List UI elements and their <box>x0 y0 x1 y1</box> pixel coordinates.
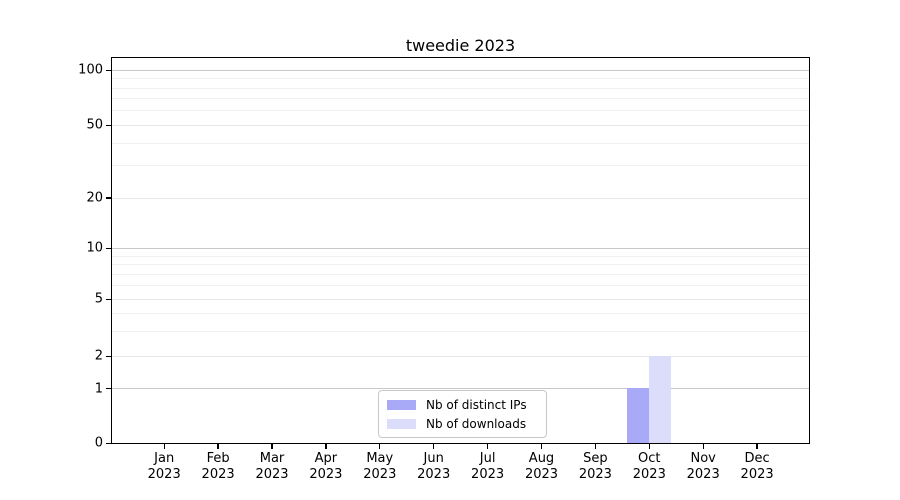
x-tick-mark <box>379 444 381 449</box>
legend-label: Nb of distinct IPs <box>426 397 527 412</box>
x-tick-label-year: 2023 <box>147 466 181 482</box>
x-tick-label-year: 2023 <box>255 466 289 482</box>
gridline-minor <box>112 330 810 332</box>
y-tick-label: 20 <box>86 190 103 206</box>
gridline <box>112 69 810 71</box>
y-tick-mark <box>106 355 112 357</box>
x-tick-label: Sep 2023 <box>562 451 628 482</box>
y-tick-mark <box>106 298 112 300</box>
legend-item: Nb of downloads <box>387 417 538 431</box>
x-tick-label: May 2023 <box>347 451 413 482</box>
x-tick-label-month: Jan <box>154 451 175 466</box>
gridline-minor <box>112 285 810 287</box>
x-tick-label: Oct 2023 <box>616 451 682 482</box>
x-tick-label: Jun 2023 <box>401 451 467 482</box>
chart-title: tweedie 2023 <box>405 36 516 55</box>
x-tick-label: Apr 2023 <box>293 451 359 482</box>
gridline-minor <box>112 255 810 257</box>
x-tick-label-month: Sep <box>583 451 608 466</box>
gridline-minor <box>112 142 810 144</box>
x-tick-label: Nov 2023 <box>670 451 736 482</box>
gridline-minor <box>112 87 810 89</box>
x-tick-label: Mar 2023 <box>239 451 305 482</box>
gridline-minor <box>112 165 810 167</box>
x-tick-label: Feb 2023 <box>185 451 251 482</box>
x-tick-mark <box>217 444 219 449</box>
gridline-minor <box>112 78 810 80</box>
x-tick-label-month: Jun <box>423 451 444 466</box>
x-tick-label-year: 2023 <box>309 466 343 482</box>
x-tick-mark <box>702 444 704 449</box>
x-tick-mark <box>594 444 597 449</box>
x-tick-label-year: 2023 <box>632 466 666 482</box>
y-tick-mark <box>106 442 112 444</box>
legend-swatch-icon <box>387 418 416 429</box>
x-tick-label-year: 2023 <box>524 466 559 482</box>
legend-swatch-icon <box>387 399 416 410</box>
y-tick-label: 50 <box>86 117 103 133</box>
gridline <box>112 388 810 390</box>
x-tick-label-month: Jul <box>479 451 496 466</box>
x-tick-mark <box>756 444 758 449</box>
legend-label: Nb of downloads <box>426 416 527 431</box>
gridline <box>112 124 810 126</box>
y-tick-label: 10 <box>86 240 103 256</box>
x-tick-mark <box>271 444 273 449</box>
x-tick-mark <box>433 444 435 449</box>
x-tick-mark <box>540 444 543 449</box>
x-tick-label-year: 2023 <box>578 466 612 482</box>
y-tick-label: 2 <box>94 348 103 364</box>
gridline-minor <box>112 274 810 276</box>
y-tick-mark <box>106 247 112 249</box>
x-tick-label: Jul 2023 <box>455 451 521 482</box>
gridline <box>112 197 810 199</box>
gridline-minor <box>112 264 810 266</box>
x-tick-label-year: 2023 <box>740 466 774 482</box>
gridline <box>112 247 810 249</box>
x-tick-label-year: 2023 <box>417 466 451 482</box>
y-tick-label: 1 <box>94 381 103 397</box>
bar-distinct-ips <box>626 388 649 443</box>
gridline-minor <box>112 110 810 112</box>
y-tick-mark <box>106 387 112 390</box>
x-tick-label: Aug 2023 <box>509 451 575 482</box>
gridline <box>112 355 810 357</box>
x-tick-label-month: Dec <box>744 451 770 466</box>
legend: Nb of distinct IPs Nb of downloads <box>378 390 547 438</box>
x-tick-label-month: May <box>366 451 394 466</box>
y-tick-label: 5 <box>94 291 103 307</box>
x-tick-label-month: Feb <box>206 451 230 466</box>
x-tick-label-month: Mar <box>259 451 285 466</box>
y-tick-mark <box>106 197 112 199</box>
gridline <box>112 298 810 300</box>
y-tick-label: 0 <box>94 435 103 451</box>
legend-item: Nb of distinct IPs <box>387 398 538 412</box>
x-tick-label-month: Nov <box>690 451 716 466</box>
x-tick-mark <box>648 444 650 449</box>
x-tick-label-year: 2023 <box>686 466 720 482</box>
x-tick-mark <box>163 444 165 449</box>
x-tick-mark <box>325 444 327 449</box>
gridline-minor <box>112 98 810 100</box>
x-tick-label-month: Oct <box>638 451 661 466</box>
x-tick-label-year: 2023 <box>363 466 397 482</box>
plot-area <box>111 57 811 445</box>
bar-downloads <box>648 355 671 443</box>
x-tick-label: Jan 2023 <box>131 451 197 482</box>
x-tick-label-month: Apr <box>314 451 338 466</box>
y-tick-mark <box>106 124 112 126</box>
x-tick-label: Dec 2023 <box>724 451 790 482</box>
gridline-minor <box>112 312 810 314</box>
x-tick-label-year: 2023 <box>201 466 235 482</box>
x-tick-mark <box>486 444 489 449</box>
x-tick-label-year: 2023 <box>471 466 505 482</box>
y-tick-label: 100 <box>78 62 103 78</box>
y-tick-mark <box>106 69 112 71</box>
x-tick-label-month: Aug <box>528 451 555 466</box>
